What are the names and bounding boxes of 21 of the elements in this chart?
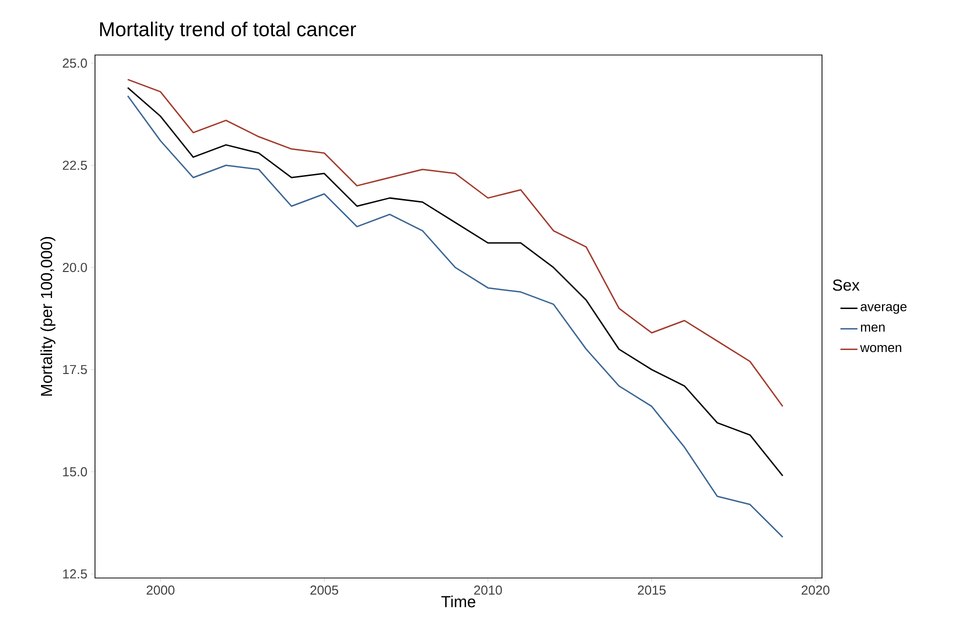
y-tick-label: 22.5 <box>62 160 87 170</box>
x-tick-label: 2015 <box>638 586 666 595</box>
x-axis-title: Time <box>441 596 476 608</box>
line-series <box>127 78 784 408</box>
y-tick-label: 25.0 <box>62 58 87 68</box>
y-tick-label: 20.0 <box>62 262 87 272</box>
legend-label: men <box>860 324 885 332</box>
line-series <box>127 95 784 538</box>
line-series <box>127 86 784 477</box>
y-tick-label: 17.5 <box>63 365 87 374</box>
legend-title: Sex <box>832 279 860 291</box>
legend-label: women <box>860 345 902 352</box>
x-tick-label: 2020 <box>802 586 830 595</box>
y-tick-label: 15.0 <box>63 467 87 476</box>
x-tick-label: 2005 <box>310 586 338 595</box>
y-tick-label: 12.5 <box>63 569 87 579</box>
y-axis-title: Mortality (per 100,000) <box>40 237 56 396</box>
x-tick-label: 2000 <box>146 586 174 595</box>
x-tick-label: 2010 <box>474 586 502 595</box>
legend-label: average <box>860 304 907 314</box>
chart-title: Mortality trend of total cancer <box>100 22 356 40</box>
